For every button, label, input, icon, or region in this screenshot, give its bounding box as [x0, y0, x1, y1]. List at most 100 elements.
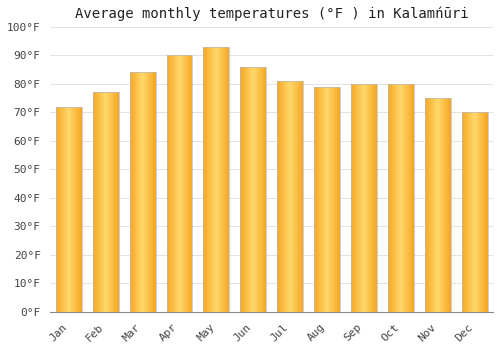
Bar [331, 87, 332, 312]
Bar [76, 107, 78, 312]
Bar [106, 92, 107, 312]
Bar [435, 98, 436, 312]
Bar [410, 84, 411, 312]
Bar [130, 72, 131, 312]
Bar [352, 84, 353, 312]
Bar [240, 67, 241, 312]
Bar [325, 87, 326, 312]
Bar [390, 84, 391, 312]
Bar [487, 112, 488, 312]
Bar [176, 55, 177, 312]
Bar [67, 107, 68, 312]
Bar [219, 47, 220, 312]
Bar [214, 47, 215, 312]
Bar [389, 84, 390, 312]
Bar [137, 72, 138, 312]
Bar [64, 107, 65, 312]
Bar [102, 92, 103, 312]
Bar [180, 55, 181, 312]
Bar [447, 98, 448, 312]
Bar [260, 67, 261, 312]
Bar [436, 98, 437, 312]
Bar [462, 112, 463, 312]
Bar [98, 92, 100, 312]
Bar [78, 107, 79, 312]
Bar [315, 87, 316, 312]
Bar [335, 87, 336, 312]
Bar [109, 92, 110, 312]
Bar [100, 92, 101, 312]
Bar [298, 81, 299, 312]
Bar [256, 67, 257, 312]
Bar [133, 72, 134, 312]
Bar [432, 98, 433, 312]
Bar [170, 55, 171, 312]
Bar [178, 55, 179, 312]
Bar [364, 84, 365, 312]
Bar [404, 84, 406, 312]
Bar [470, 112, 472, 312]
Bar [282, 81, 283, 312]
Bar [113, 92, 114, 312]
Bar [388, 84, 389, 312]
Bar [243, 67, 244, 312]
Bar [116, 92, 117, 312]
Bar [434, 98, 435, 312]
Bar [257, 67, 258, 312]
Bar [132, 72, 133, 312]
Bar [136, 72, 137, 312]
Bar [316, 87, 318, 312]
Bar [80, 107, 81, 312]
Bar [464, 112, 465, 312]
Bar [206, 47, 208, 312]
Bar [320, 87, 322, 312]
Bar [292, 81, 293, 312]
Bar [445, 98, 446, 312]
Bar [148, 72, 149, 312]
Bar [425, 98, 426, 312]
Bar [302, 81, 303, 312]
Bar [228, 47, 230, 312]
Bar [57, 107, 58, 312]
Bar [204, 47, 205, 312]
Bar [293, 81, 294, 312]
Bar [210, 47, 211, 312]
Bar [138, 72, 139, 312]
Bar [485, 112, 486, 312]
Bar [463, 112, 464, 312]
Bar [215, 47, 216, 312]
Bar [264, 67, 265, 312]
Bar [466, 112, 467, 312]
Bar [428, 98, 430, 312]
Bar [388, 84, 413, 312]
Bar [278, 81, 303, 312]
Bar [96, 92, 98, 312]
Bar [318, 87, 320, 312]
Bar [205, 47, 206, 312]
Bar [395, 84, 396, 312]
Bar [391, 84, 392, 312]
Bar [474, 112, 476, 312]
Bar [354, 84, 355, 312]
Bar [330, 87, 331, 312]
Bar [226, 47, 228, 312]
Bar [171, 55, 172, 312]
Bar [72, 107, 74, 312]
Bar [131, 72, 132, 312]
Bar [95, 92, 96, 312]
Bar [328, 87, 329, 312]
Bar [374, 84, 375, 312]
Bar [433, 98, 434, 312]
Bar [146, 72, 147, 312]
Bar [204, 47, 230, 312]
Bar [56, 107, 82, 312]
Bar [368, 84, 369, 312]
Bar [441, 98, 442, 312]
Bar [396, 84, 397, 312]
Bar [427, 98, 428, 312]
Bar [114, 92, 115, 312]
Bar [462, 112, 487, 312]
Bar [130, 72, 156, 312]
Bar [284, 81, 285, 312]
Bar [484, 112, 485, 312]
